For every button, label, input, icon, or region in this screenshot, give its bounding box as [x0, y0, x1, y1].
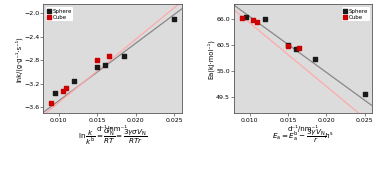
X-axis label: d⁻¹/nm⁻¹: d⁻¹/nm⁻¹	[97, 125, 128, 132]
Sphere	[121, 54, 127, 57]
Sphere	[94, 66, 100, 69]
Sphere	[52, 91, 58, 94]
X-axis label: d⁻¹/nm⁻¹: d⁻¹/nm⁻¹	[288, 125, 319, 132]
Sphere	[362, 93, 368, 96]
Text: $E_{\rm a} = E^{\rm b}_{\rm a} - \dfrac{3\gamma V_{\rm N}}{r}h^{\rm s}$: $E_{\rm a} = E^{\rm b}_{\rm a} - \dfrac{…	[272, 127, 335, 145]
Legend: Sphere, Cube: Sphere, Cube	[46, 7, 73, 21]
Cube	[285, 44, 291, 47]
Y-axis label: lnk/(g·g⁻¹·s⁻¹): lnk/(g·g⁻¹·s⁻¹)	[14, 36, 22, 82]
Sphere	[102, 64, 108, 66]
Cube	[254, 20, 260, 23]
Y-axis label: Ea(kJ·mol⁻¹): Ea(kJ·mol⁻¹)	[206, 39, 214, 79]
Cube	[64, 87, 70, 89]
Sphere	[293, 48, 299, 51]
Sphere	[171, 18, 177, 20]
Sphere	[71, 80, 77, 82]
Cube	[60, 90, 66, 92]
Sphere	[243, 16, 249, 19]
Text: $\ln\dfrac{k}{k^{\rm b}}=\dfrac{G^{*}_{\rm N}}{RT}=\dfrac{3\gamma\sigma V_{\rm N: $\ln\dfrac{k}{k^{\rm b}}=\dfrac{G^{*}_{\…	[78, 125, 147, 147]
Legend: Sphere, Cube: Sphere, Cube	[342, 7, 370, 21]
Sphere	[312, 57, 318, 60]
Cube	[296, 47, 302, 49]
Cube	[239, 17, 245, 19]
Cube	[48, 101, 54, 104]
Sphere	[285, 43, 291, 46]
Cube	[106, 54, 112, 57]
Sphere	[262, 18, 268, 21]
Cube	[250, 19, 256, 21]
Cube	[94, 59, 100, 62]
